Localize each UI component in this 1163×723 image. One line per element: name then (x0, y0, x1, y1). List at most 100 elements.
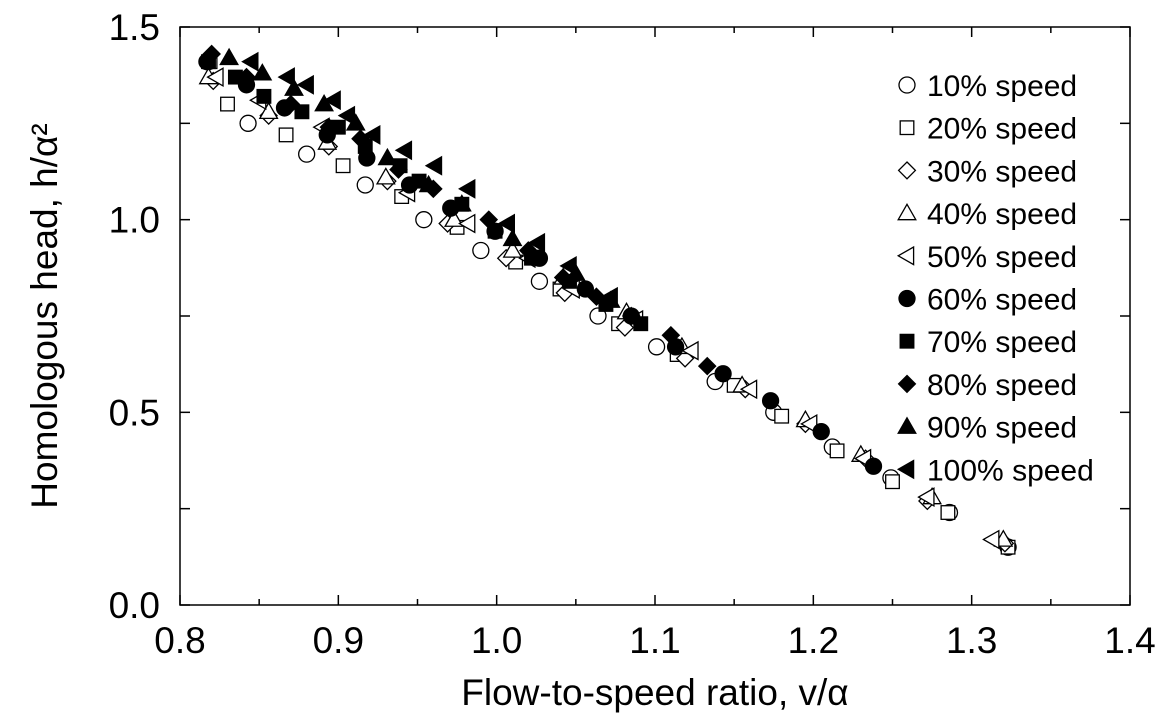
data-point (323, 90, 341, 111)
data-point (451, 194, 472, 212)
data-point (917, 487, 935, 508)
data-point (294, 104, 310, 120)
data-point (553, 268, 573, 287)
axis-ticks (179, 26, 1131, 606)
legend-marker (899, 120, 915, 136)
y-tick-label: 1.0 (109, 200, 160, 241)
data-point (241, 51, 259, 72)
data-point (487, 223, 503, 239)
x-tick-label: 0.8 (154, 620, 205, 661)
data-point (319, 117, 339, 137)
legend-label: 40% speed (927, 198, 1077, 231)
y-tick-label: 1.5 (109, 7, 160, 48)
data-point (418, 174, 439, 193)
data-point (281, 94, 301, 114)
data-point (864, 457, 883, 475)
data-point (296, 74, 314, 95)
data-point (519, 241, 538, 260)
data-point (829, 443, 845, 459)
data-point (356, 176, 374, 194)
legend-marker (897, 374, 917, 394)
data-point (761, 392, 780, 410)
data-point (252, 63, 273, 81)
data-point (424, 155, 443, 176)
data-point (800, 413, 818, 434)
data-point (458, 213, 476, 234)
data-point (277, 67, 295, 88)
legend-label: 90% speed (927, 412, 1077, 445)
data-point (239, 114, 257, 132)
data-point (587, 287, 606, 307)
data-point (298, 145, 316, 163)
data-point (337, 105, 356, 126)
data-point (647, 338, 666, 356)
data-point (774, 408, 790, 424)
data-point (714, 365, 732, 383)
data-point (458, 178, 476, 199)
data-point (661, 325, 681, 345)
legend-label: 100% speed (927, 454, 1094, 487)
legend-label: 70% speed (927, 326, 1077, 359)
data-point (202, 44, 221, 64)
data-point (284, 78, 304, 96)
data-point (559, 255, 577, 276)
data-point (502, 228, 523, 247)
legend-label: 50% speed (927, 241, 1077, 274)
y-tick-label: 0.5 (109, 392, 160, 433)
data-point (335, 158, 351, 174)
data-point (443, 209, 464, 227)
legend-label: 60% speed (927, 284, 1077, 317)
data-point (375, 167, 396, 185)
x-tick-label: 1.0 (471, 620, 522, 661)
data-point (600, 286, 618, 307)
legend-label: 20% speed (927, 113, 1077, 146)
data-point (681, 340, 699, 361)
data-point (982, 529, 1000, 550)
data-point (527, 232, 546, 253)
x-tick-label: 1.4 (1104, 620, 1155, 661)
legend-marker (897, 161, 917, 180)
y-axis-title: Homologous head, h/α² (24, 123, 65, 508)
data-point (377, 147, 398, 166)
data-point (885, 474, 900, 490)
data-point (258, 101, 279, 120)
data-point (940, 505, 956, 520)
data-point (479, 210, 499, 229)
legend-marker (898, 289, 916, 308)
data-point (206, 67, 224, 88)
data-point (576, 280, 594, 298)
data-point (256, 88, 272, 104)
legend: 10% speed 20% speed 30% speed 40% speed 50% … (896, 70, 1094, 487)
legend-marker (898, 76, 916, 94)
data-point (530, 272, 549, 290)
data-point (415, 211, 433, 229)
data-point (589, 307, 607, 325)
data-point (472, 241, 490, 260)
data-point (363, 124, 381, 145)
x-axis-title: Flow-to-speed ratio, v/α (461, 672, 848, 713)
data-point (220, 96, 235, 112)
data-point (621, 306, 641, 326)
data-point (633, 316, 649, 332)
data-point (389, 160, 408, 179)
x-tick-label: 0.9 (313, 620, 364, 661)
data-point (497, 213, 515, 234)
x-tick-label: 1.1 (629, 620, 680, 661)
legend-marker (899, 333, 915, 349)
legend-label: 80% speed (927, 369, 1077, 402)
data-point (739, 379, 758, 400)
legend-label: 30% speed (927, 155, 1077, 188)
legend-marker (896, 245, 915, 266)
data-point (394, 140, 413, 161)
x-tick-label: 1.2 (788, 620, 839, 661)
legend-marker (897, 202, 917, 221)
x-tick-label: 1.3 (946, 620, 997, 661)
data-point (219, 47, 240, 66)
data-point (697, 356, 717, 376)
data-point (812, 422, 830, 441)
legend-marker (897, 416, 917, 434)
legend-label: 10% speed (927, 70, 1077, 103)
y-tick-label: 0.0 (109, 585, 160, 626)
data-point (278, 127, 294, 143)
